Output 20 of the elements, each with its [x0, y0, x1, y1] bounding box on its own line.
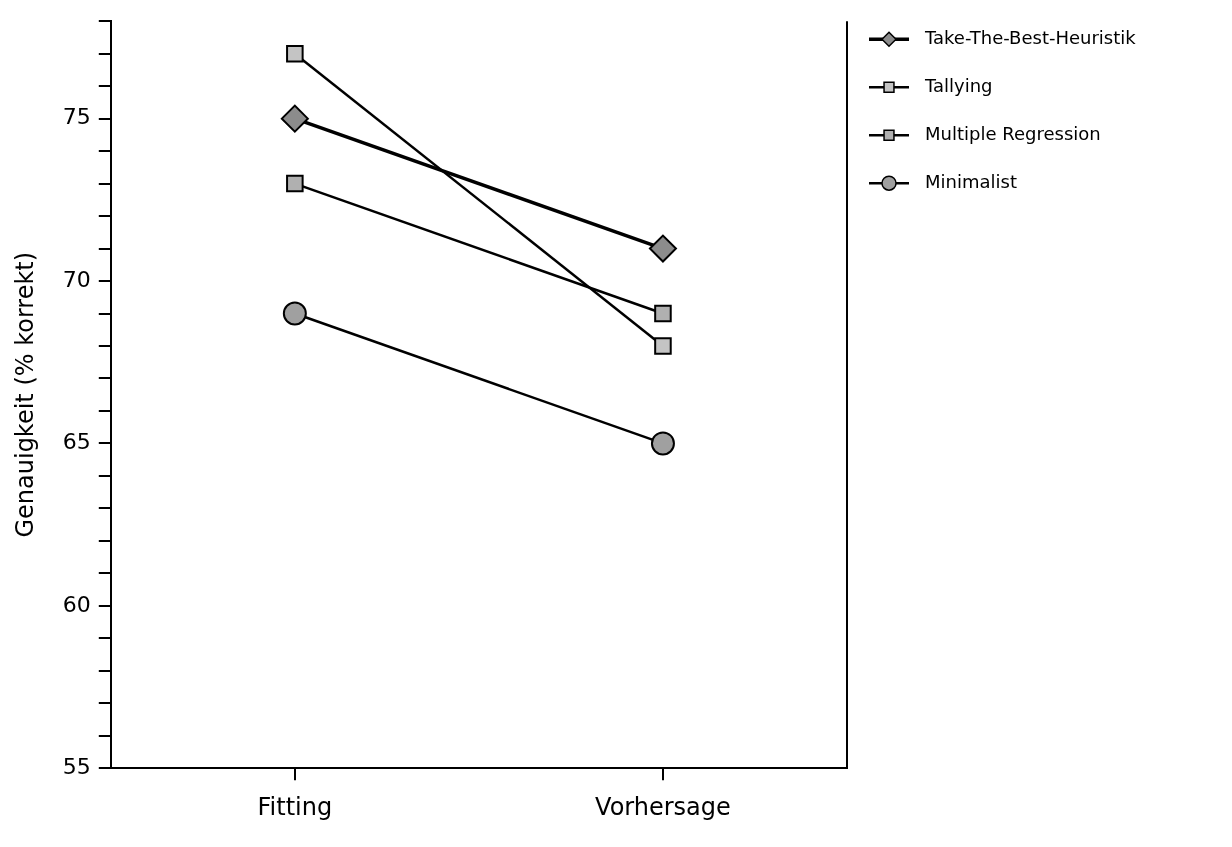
point	[650, 431, 675, 456]
point	[286, 44, 304, 63]
legend-label: Multiple Regression	[925, 122, 1101, 144]
point	[282, 301, 307, 326]
y-axis-title: Genauigkeit (% korrekt)	[10, 251, 39, 538]
x-tick-label: Fitting	[257, 792, 333, 821]
legend-label: Tallying	[924, 74, 993, 96]
y-tick-label: 60	[62, 591, 91, 617]
legend-label: Minimalist	[925, 170, 1017, 192]
point	[654, 337, 672, 355]
y-tick-label: 65	[62, 429, 91, 455]
point	[286, 174, 304, 193]
point	[280, 104, 309, 133]
x-tick-label: Vorhersage	[595, 792, 731, 821]
y-tick-label: 75	[62, 104, 91, 130]
point	[654, 304, 672, 323]
y-tick-label: 55	[62, 753, 91, 779]
point	[648, 234, 677, 263]
y-tick-label: 70	[62, 266, 91, 292]
legend-label: Take-The-Best-Heuristik	[924, 26, 1137, 48]
